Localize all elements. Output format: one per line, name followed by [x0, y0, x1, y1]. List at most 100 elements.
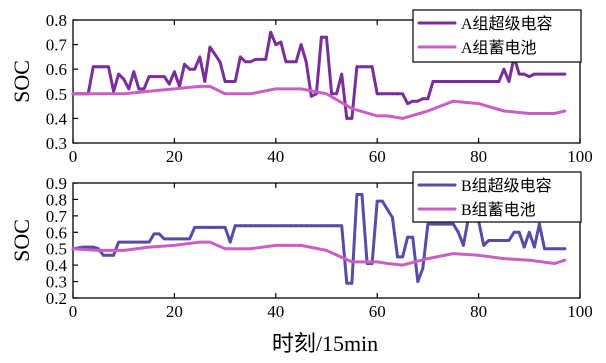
data-point [533, 72, 536, 76]
data-point [462, 244, 465, 247]
legend-label: A组超级电容 [461, 15, 553, 33]
data-point [401, 263, 404, 267]
data-point [142, 240, 146, 244]
data-point [142, 87, 146, 91]
data-point [487, 80, 491, 83]
data-point [325, 224, 328, 228]
data-point [208, 240, 212, 244]
data-point [279, 40, 283, 44]
data-point [152, 232, 156, 236]
data-point [350, 260, 354, 264]
data-point [223, 92, 227, 96]
data-point [304, 60, 308, 64]
data-point [188, 67, 192, 71]
data-point [274, 87, 278, 91]
data-point [254, 224, 257, 228]
data-point [213, 53, 217, 56]
data-point [416, 99, 420, 103]
data-point [396, 92, 399, 96]
data-point [385, 207, 389, 211]
data-point [517, 72, 521, 76]
data-point [208, 85, 212, 88]
data-point [122, 249, 126, 252]
data-point [426, 257, 430, 260]
data-point [132, 240, 136, 244]
data-point [462, 80, 465, 83]
data-point [315, 224, 318, 228]
data-point [446, 222, 450, 226]
data-point [502, 257, 506, 260]
x-tick-label: 60 [369, 302, 386, 321]
y-tick-label: 0.6 [46, 60, 67, 79]
data-point [137, 240, 141, 244]
data-point [456, 230, 460, 234]
legend-label: A组蓄电池 [461, 39, 537, 57]
data-point [330, 224, 333, 228]
data-point [507, 80, 511, 83]
data-point [203, 80, 207, 83]
data-point [244, 224, 247, 228]
data-point [497, 80, 501, 83]
data-point [228, 240, 232, 244]
data-point [218, 60, 222, 64]
y-tick-label: 0.7 [46, 207, 68, 226]
data-point [157, 75, 161, 78]
data-point [147, 89, 151, 93]
data-point [350, 107, 354, 110]
data-point [502, 67, 506, 71]
data-point [289, 60, 293, 64]
data-point [431, 80, 435, 83]
data-point [563, 258, 567, 262]
data-point [147, 245, 151, 249]
data-point [249, 92, 252, 96]
data-point [421, 97, 425, 101]
data-point [279, 224, 283, 228]
data-point [81, 245, 85, 249]
data-point [198, 226, 202, 229]
data-point [380, 199, 384, 203]
data-point [269, 224, 273, 228]
data-point [538, 222, 541, 226]
data-point [401, 117, 404, 120]
data-point [512, 230, 516, 234]
data-point [299, 43, 303, 46]
data-point [451, 99, 455, 103]
data-point [350, 117, 354, 120]
data-point [238, 55, 242, 59]
data-point [193, 67, 197, 71]
data-point [441, 222, 445, 226]
data-point [299, 87, 303, 91]
y-tick-label: 0.3 [46, 273, 67, 292]
data-point [102, 65, 105, 69]
data-point [122, 240, 126, 244]
data-point [507, 239, 511, 242]
data-point [223, 247, 227, 251]
data-point [152, 75, 156, 78]
data-point [533, 245, 536, 249]
data-point [431, 222, 435, 226]
data-point [294, 224, 298, 228]
data-point [543, 72, 546, 76]
y-tick-label: 0.8 [46, 11, 67, 30]
data-point [259, 58, 262, 61]
data-point [198, 55, 202, 59]
series-line [71, 84, 567, 120]
data-point [223, 226, 227, 229]
data-point [320, 35, 323, 39]
data-point [340, 224, 344, 228]
x-tick-label: 0 [69, 147, 78, 166]
data-point [269, 30, 273, 34]
data-point [249, 60, 252, 64]
data-point [558, 72, 562, 76]
data-point [406, 235, 409, 239]
data-point [345, 117, 349, 120]
data-point [563, 247, 567, 251]
data-point [451, 80, 455, 83]
data-point [330, 92, 333, 96]
data-point [162, 237, 166, 241]
data-point [289, 224, 293, 228]
data-point [249, 224, 252, 228]
data-point [264, 58, 268, 61]
data-point [380, 92, 384, 96]
